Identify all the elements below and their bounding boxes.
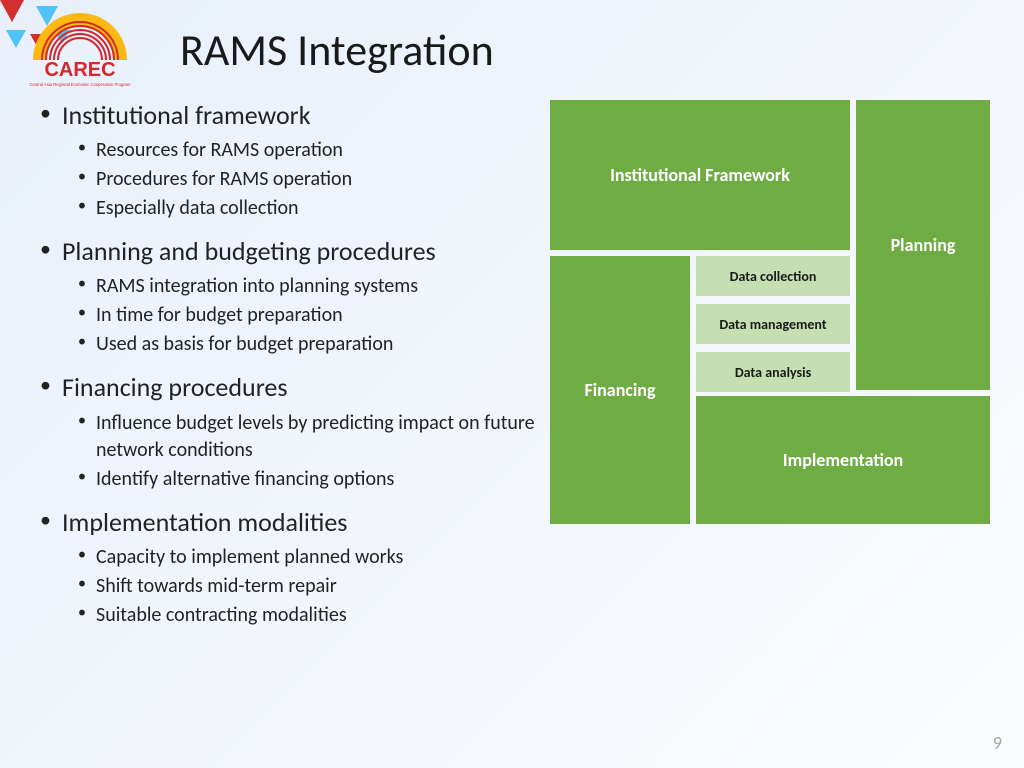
page-number: 9 xyxy=(993,732,1002,754)
diagram-block-institutional: Institutional Framework xyxy=(550,100,850,250)
carec-logo: CAREC Central Asia Regional Economic Coo… xyxy=(20,10,160,90)
bullet-sub: Especially data collection xyxy=(40,195,540,222)
bullet-sub: Capacity to implement planned works xyxy=(40,544,540,571)
bullet-top: Implementation modalities xyxy=(40,507,540,538)
bullet-sub: Influence budget levels by predicting im… xyxy=(40,410,540,464)
diagram-block-datacollection: Data collection xyxy=(696,256,850,296)
svg-text:Central Asia Regional Economic: Central Asia Regional Economic Cooperati… xyxy=(29,82,131,87)
diagram-block-dataanalysis: Data analysis xyxy=(696,352,850,392)
svg-text:CAREC: CAREC xyxy=(44,59,115,81)
bullet-sub: In time for budget preparation xyxy=(40,302,540,329)
diagram-block-datamanagement: Data management xyxy=(696,304,850,344)
bullet-sub: Resources for RAMS operation xyxy=(40,137,540,164)
bullet-sub: Shift towards mid-term repair xyxy=(40,573,540,600)
rams-block-diagram: Institutional FrameworkPlanning Financing… xyxy=(550,100,990,530)
slide-title: RAMS Integration xyxy=(180,23,494,77)
bullet-sub: Used as basis for budget preparation xyxy=(40,331,540,358)
bullet-top: Institutional framework xyxy=(40,100,540,131)
bullet-top: Financing procedures xyxy=(40,372,540,403)
diagram-region: Institutional FrameworkPlanning Financing… xyxy=(550,100,1004,643)
bullet-sub: RAMS integration into planning systems xyxy=(40,273,540,300)
diagram-block-implementation: Implementation xyxy=(696,396,990,524)
diagram-block-planning: Planning xyxy=(856,100,990,390)
bullet-sub: Suitable contracting modalities xyxy=(40,602,540,629)
bullet-list-region: Institutional framework Resources for RAM… xyxy=(40,100,540,643)
diagram-block-financing: Financing xyxy=(550,256,690,524)
bullet-sub: Procedures for RAMS operation xyxy=(40,166,540,193)
slide-content: Institutional framework Resources for RAM… xyxy=(0,90,1024,643)
bullet-sub: Identify alternative financing options xyxy=(40,466,540,493)
slide-header: CAREC Central Asia Regional Economic Coo… xyxy=(0,0,1024,90)
bullet-top: Planning and budgeting procedures xyxy=(40,236,540,267)
